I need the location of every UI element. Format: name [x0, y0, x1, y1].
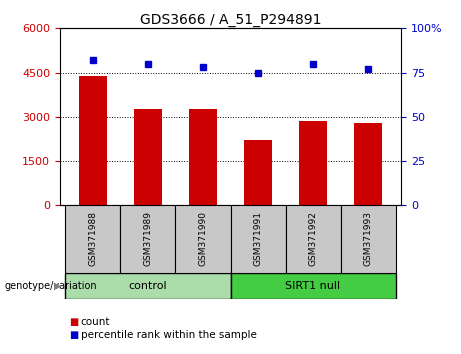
- Text: GSM371991: GSM371991: [254, 211, 262, 267]
- Text: GSM371989: GSM371989: [143, 211, 153, 267]
- Bar: [120, 205, 176, 273]
- Text: count: count: [81, 317, 110, 327]
- Bar: [79, 75, 106, 205]
- Text: GSM371990: GSM371990: [199, 211, 207, 267]
- Bar: [65, 273, 230, 299]
- Text: GSM371992: GSM371992: [308, 211, 318, 267]
- Bar: [134, 109, 162, 205]
- Text: SIRT1 null: SIRT1 null: [285, 281, 341, 291]
- Bar: [299, 121, 327, 205]
- Text: genotype/variation: genotype/variation: [5, 281, 97, 291]
- Bar: [244, 141, 272, 205]
- Bar: [189, 109, 217, 205]
- Text: ■: ■: [69, 317, 78, 327]
- Bar: [230, 273, 396, 299]
- Title: GDS3666 / A_51_P294891: GDS3666 / A_51_P294891: [140, 13, 321, 27]
- Bar: [176, 205, 230, 273]
- Text: ▶: ▶: [54, 281, 62, 291]
- Text: control: control: [129, 281, 167, 291]
- Text: GSM371988: GSM371988: [89, 211, 97, 267]
- Bar: [230, 205, 285, 273]
- Text: ■: ■: [69, 330, 78, 339]
- Text: percentile rank within the sample: percentile rank within the sample: [81, 330, 257, 339]
- Text: GSM371993: GSM371993: [364, 211, 372, 267]
- Bar: [285, 205, 341, 273]
- Bar: [341, 205, 396, 273]
- Bar: [65, 205, 120, 273]
- Bar: [355, 123, 382, 205]
